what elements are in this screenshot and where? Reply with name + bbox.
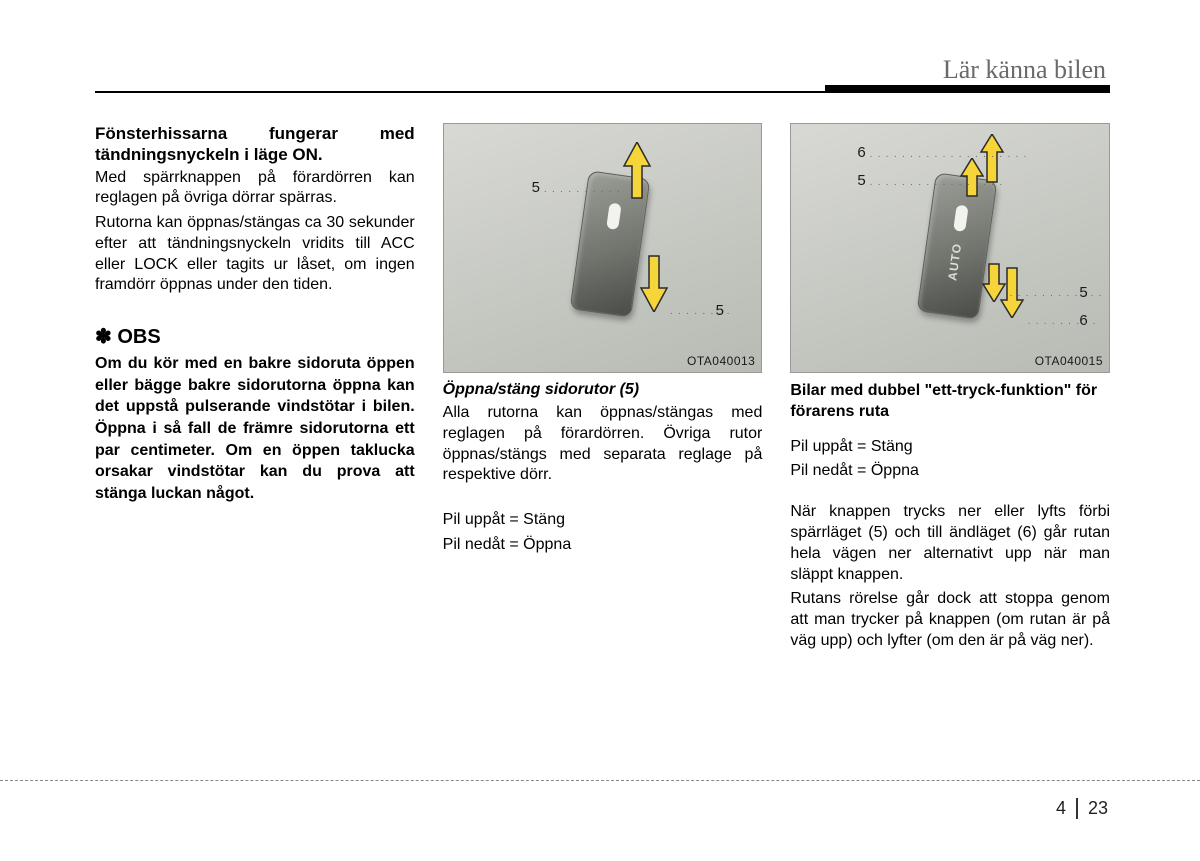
col3-p1: Pil uppåt = Stäng — [790, 437, 1110, 458]
figure-caption: Öppna/stäng sidorutor (5) — [443, 381, 763, 399]
header-rule — [95, 91, 1110, 93]
col1-heading: Fönsterhissarna fungerar med tändningsny… — [95, 123, 415, 166]
col3-p3: När knappen trycks ner eller lyfts förbi… — [790, 502, 1110, 585]
figure-window-switch-auto: AUTO 6 · · · · · · · · · · · · · · · · · — [790, 123, 1110, 373]
column-2: 5 · · · · · · · · · · 5 · · · · · · · · … — [443, 123, 763, 656]
col3-p4: Rutans rörelse går dock att stoppa genom… — [790, 589, 1110, 651]
figure-window-switch-basic: 5 · · · · · · · · · · 5 · · · · · · · · … — [443, 123, 763, 373]
col2-p2: Pil uppåt = Stäng — [443, 510, 763, 531]
col1-p2: Rutorna kan öppnas/stängas ca 30 sekunde… — [95, 213, 415, 296]
manual-page: Lär känna bilen Fönsterhissarna fungerar… — [0, 0, 1200, 861]
content-columns: Fönsterhissarna fungerar med tändningsny… — [95, 123, 1110, 656]
chapter-number: 4 — [1056, 798, 1078, 819]
dots-icon: · · · · · · · · · · · · · · · · · — [869, 179, 1003, 190]
dots-icon: · · · · · · · · · · · · — [1009, 290, 1103, 301]
column-3: AUTO 6 · · · · · · · · · · · · · · · · · — [790, 123, 1110, 656]
arrow-down-icon — [639, 254, 669, 312]
crop-mark-line — [0, 780, 1200, 781]
switch-auto-label: AUTO — [946, 242, 965, 281]
figure-caption: Bilar med dubbel "ett-tryck-funktion" fö… — [790, 381, 1110, 423]
figure-id: OTA040015 — [1035, 354, 1103, 368]
figure-id: OTA040013 — [687, 354, 755, 368]
dots-icon: · · · · · · · · — [670, 308, 731, 319]
arrow-up-icon — [622, 142, 652, 200]
col1-p1: Med spärrknappen på förardörren kan regl… — [95, 168, 415, 210]
column-1: Fönsterhissarna fungerar med tändningsny… — [95, 123, 415, 656]
section-title: Lär känna bilen — [943, 55, 1106, 85]
page-header: Lär känna bilen — [95, 55, 1110, 85]
page-num: 23 — [1088, 798, 1108, 819]
dots-icon: · · · · · · · · · — [1027, 318, 1096, 329]
col2-p1: Alla rutorna kan öppnas/stängas med regl… — [443, 403, 763, 486]
page-number: 4 23 — [1056, 798, 1108, 819]
label-5-top: 5 — [532, 179, 540, 196]
label-6-top: 6 — [857, 144, 865, 161]
spacer — [443, 490, 763, 510]
col3-p2: Pil nedåt = Öppna — [790, 461, 1110, 482]
obs-body: Om du kör med en bakre sidoruta öppen el… — [95, 353, 415, 504]
dots-icon: · · · · · · · · · · — [544, 186, 621, 197]
col2-p3: Pil nedåt = Öppna — [443, 535, 763, 556]
switch-slot — [953, 205, 969, 232]
label-5-top: 5 — [857, 172, 865, 189]
dots-icon: · · · · · · · · · · · · · · · · · · · · — [869, 151, 1027, 162]
switch-slot — [606, 203, 622, 230]
obs-heading: ✽ OBS — [95, 324, 415, 349]
